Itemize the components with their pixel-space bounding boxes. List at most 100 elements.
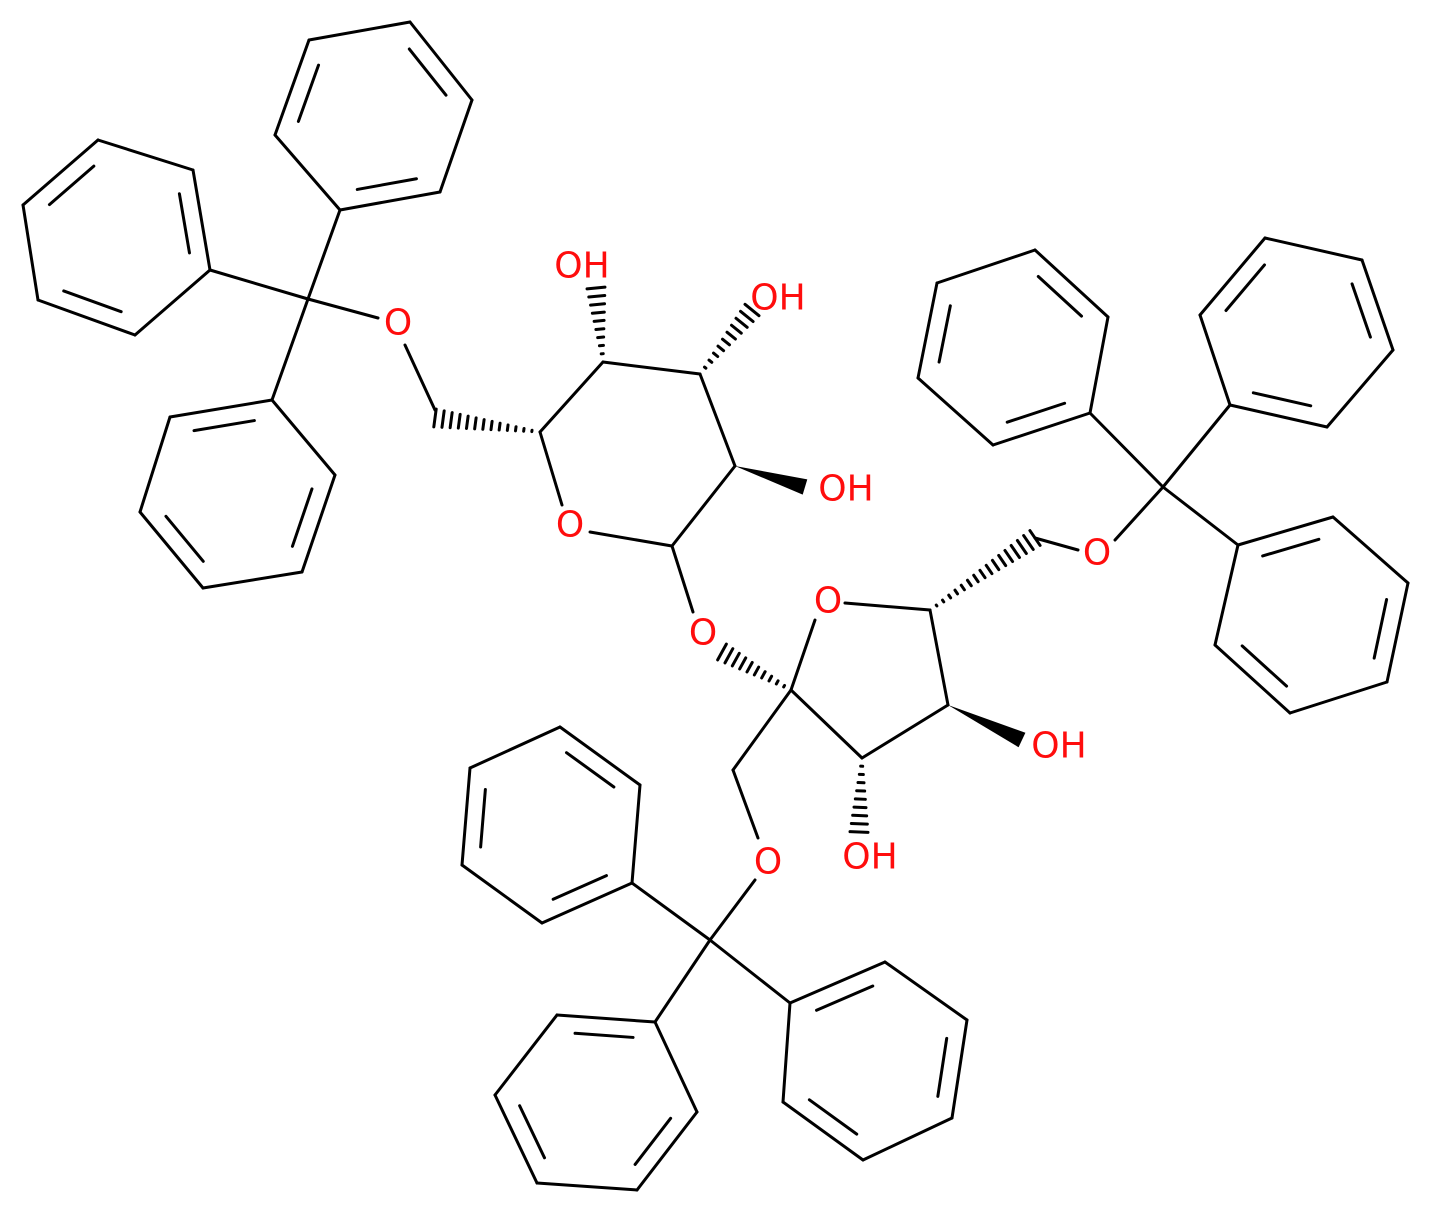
hashed-wedge	[725, 330, 737, 341]
hashed-wedge	[984, 563, 994, 576]
bond	[781, 1001, 792, 1104]
bond	[270, 297, 310, 402]
bond	[573, 1031, 635, 1039]
hashed-wedge	[947, 593, 953, 600]
bond	[138, 415, 172, 514]
bond	[96, 138, 195, 172]
bond	[1331, 515, 1410, 585]
hashed-wedge	[489, 419, 494, 432]
hashed-wedge	[497, 421, 502, 432]
hashed-wedge	[997, 553, 1008, 568]
hashed-wedge	[1022, 534, 1035, 551]
hashed-wedge	[1003, 548, 1015, 564]
hashed-wedge	[760, 670, 767, 680]
bond	[479, 788, 487, 849]
bond	[1224, 263, 1266, 312]
bond	[407, 47, 448, 97]
atom-label: O	[754, 842, 782, 883]
hashed-wedge	[1009, 543, 1021, 560]
bonds	[21, 20, 1410, 1192]
hashed-wedge	[978, 568, 987, 580]
bond	[535, 1181, 639, 1192]
atom-label: O	[814, 581, 842, 622]
bond	[1325, 348, 1395, 429]
bond	[1288, 680, 1389, 715]
hashed-wedge	[716, 642, 728, 662]
bond	[843, 601, 932, 612]
hashed-wedge	[456, 412, 462, 430]
hashed-wedge	[848, 830, 870, 834]
hashed-wedge	[743, 302, 761, 318]
bond	[653, 1020, 699, 1114]
hashed-wedge	[721, 337, 731, 347]
bond	[670, 464, 737, 548]
hashed-wedge	[990, 558, 1001, 572]
bond	[300, 473, 337, 574]
bond	[935, 248, 1037, 285]
bond	[355, 177, 418, 191]
hashed-wedge	[734, 316, 749, 329]
bond	[468, 725, 562, 770]
bond	[538, 430, 564, 507]
bond	[306, 208, 342, 301]
bond	[1161, 485, 1240, 547]
bond	[633, 1116, 673, 1166]
bond	[307, 20, 412, 42]
hashed-wedge	[464, 414, 470, 430]
bond	[1033, 536, 1080, 552]
atom-label: OH	[818, 469, 873, 510]
bond	[191, 168, 212, 272]
bond	[208, 268, 310, 301]
bond	[270, 398, 337, 477]
hashed-wedge	[1015, 539, 1028, 555]
bond	[338, 190, 442, 212]
bond	[164, 514, 205, 563]
bond	[861, 1116, 954, 1162]
bond	[551, 874, 608, 901]
hashed-wedge	[851, 813, 869, 818]
bond	[630, 881, 712, 942]
bond	[928, 608, 950, 707]
hashed-wedge	[1028, 529, 1042, 547]
hashed-wedge	[767, 674, 774, 683]
bond	[731, 768, 760, 840]
bond	[493, 1013, 559, 1097]
bond	[403, 343, 437, 412]
hashed-wedge	[594, 327, 606, 331]
hashed-wedge	[505, 423, 510, 432]
hashed-wedge	[473, 416, 478, 431]
bond	[1005, 401, 1067, 424]
bond	[635, 1110, 699, 1192]
bond	[698, 372, 737, 468]
bond	[1198, 236, 1267, 317]
bond	[555, 1013, 657, 1024]
bond	[860, 703, 950, 760]
bond	[518, 1104, 546, 1160]
hashed-wedge	[849, 821, 869, 826]
bond	[789, 688, 864, 760]
bond	[708, 878, 757, 942]
bond	[1088, 411, 1165, 489]
bond	[1088, 315, 1110, 415]
bond	[408, 20, 474, 102]
hashed-wedge	[782, 683, 787, 689]
hashed-wedge	[440, 409, 446, 429]
bond	[1263, 236, 1364, 262]
bond	[788, 960, 887, 1005]
hashed-wedge	[703, 365, 708, 370]
bond	[565, 751, 616, 789]
bond	[916, 376, 995, 447]
bond	[1360, 258, 1395, 352]
bond	[296, 63, 321, 123]
bond	[1161, 403, 1232, 489]
bond	[731, 688, 793, 772]
bond	[815, 984, 875, 1012]
bond	[807, 1098, 859, 1136]
bond	[991, 411, 1092, 447]
hashed-wedge	[707, 358, 714, 364]
bond	[273, 38, 311, 137]
bond	[883, 960, 969, 1022]
bond	[540, 881, 634, 925]
bond	[1113, 485, 1165, 542]
